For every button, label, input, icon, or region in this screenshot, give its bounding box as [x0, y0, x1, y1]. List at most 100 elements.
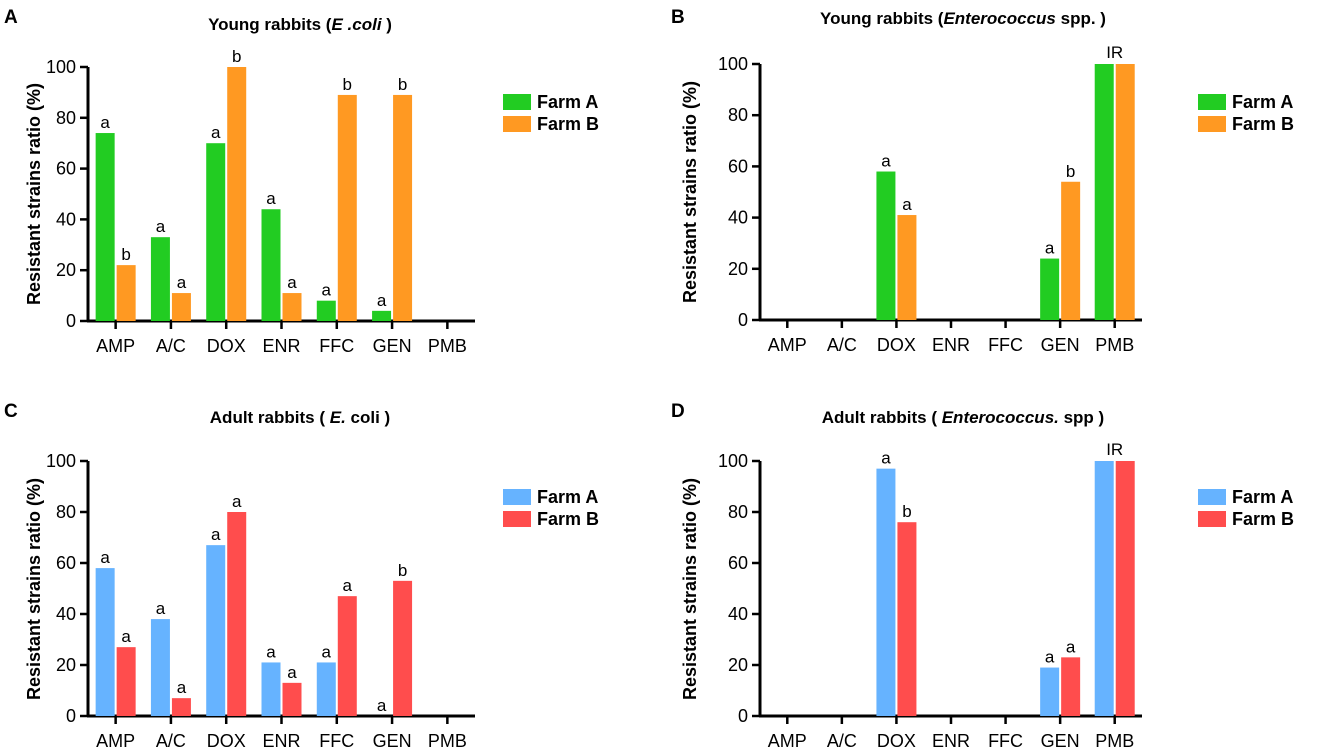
bar-farm-a-gen: [1040, 258, 1060, 320]
significance-label: a: [1045, 648, 1055, 667]
panel-letter: C: [4, 401, 18, 422]
significance-label: a: [287, 273, 297, 292]
legend-label: Farm B: [537, 114, 599, 134]
panel-letter: B: [671, 7, 685, 28]
chart-panel-a: A Young rabbits (E .coli ) Resistant strai…: [4, 7, 599, 356]
bar-farm-a-dox: [876, 468, 896, 716]
y-tick-label: 40: [728, 208, 748, 228]
y-tick-label: 100: [46, 57, 76, 77]
significance-label: a: [266, 642, 276, 661]
significance-label: b: [398, 561, 407, 580]
legend-label: Farm A: [1232, 92, 1293, 112]
significance-label: a: [881, 449, 891, 468]
y-tick-label: 20: [56, 260, 76, 280]
x-tick-label: ENR: [932, 731, 970, 751]
chart-panel-c: C Adult rabbits ( E. coli ) Resistant stra…: [4, 401, 599, 751]
significance-label: a: [156, 599, 166, 618]
bar-farm-a-dox: [206, 143, 226, 321]
y-tick-label: 100: [718, 54, 748, 74]
significance-label: b: [1066, 162, 1075, 181]
y-tick-label: 40: [56, 209, 76, 229]
bar-farm-a-ac: [150, 237, 170, 321]
legend-label: Farm A: [537, 92, 598, 112]
x-tick-label: AMP: [96, 731, 135, 751]
legend-label: Farm A: [1232, 487, 1293, 507]
bar-farm-b-gen: [393, 580, 413, 716]
significance-label: a: [377, 696, 387, 715]
significance-label: b: [232, 47, 241, 66]
y-tick-label: 40: [728, 604, 748, 624]
bar-farm-b-enr: [282, 293, 302, 321]
chart-title: Adult rabbits ( E. coli ): [210, 408, 390, 427]
x-tick-label: A/C: [827, 335, 857, 355]
bar-farm-b-ffc: [337, 596, 357, 716]
bar-farm-a-enr: [261, 662, 281, 716]
bar-farm-a-dox: [876, 171, 896, 320]
significance-label: a: [232, 492, 242, 511]
bar-farm-b-amp: [116, 265, 136, 321]
significance-label: a: [1066, 637, 1076, 656]
significance-label: b: [343, 75, 352, 94]
bar-farm-b-dox: [897, 215, 917, 320]
significance-label: a: [121, 627, 131, 646]
y-tick-label: 0: [66, 706, 76, 726]
bar-farm-a-amp: [95, 568, 115, 716]
x-tick-label: FFC: [319, 336, 354, 356]
legend-swatch: [503, 511, 531, 527]
significance-label: a: [156, 217, 166, 236]
significance-label: a: [902, 195, 912, 214]
legend-label: Farm B: [1232, 509, 1294, 529]
y-tick-label: 80: [728, 105, 748, 125]
chart-title: Young rabbits (E .coli ): [208, 15, 392, 34]
y-tick-label: 80: [56, 108, 76, 128]
x-tick-label: AMP: [768, 731, 807, 751]
chart-panel-d: D Adult rabbits ( Enterococcus. spp ) Resi…: [671, 401, 1294, 751]
y-tick-label: 80: [56, 502, 76, 522]
x-tick-label: PMB: [428, 731, 467, 751]
bar-farm-a-gen: [1040, 667, 1060, 716]
y-tick-label: 40: [56, 604, 76, 624]
chart-title: Young rabbits (Enterococcus spp. ): [820, 9, 1106, 28]
x-tick-label: DOX: [207, 731, 246, 751]
legend-swatch: [1198, 116, 1226, 132]
significance-label: a: [211, 525, 221, 544]
significance-label: a: [100, 548, 110, 567]
bar-farm-b-pmb: [1115, 64, 1135, 320]
x-tick-label: PMB: [428, 336, 467, 356]
significance-label: b: [902, 502, 911, 521]
y-tick-label: 60: [56, 159, 76, 179]
bar-farm-a-enr: [261, 209, 281, 321]
y-axis-label: Resistant strains ratio (%): [680, 478, 700, 700]
bar-farm-b-gen: [1061, 657, 1081, 716]
y-tick-label: 100: [718, 451, 748, 471]
x-tick-label: A/C: [156, 336, 186, 356]
x-tick-label: AMP: [768, 335, 807, 355]
y-axis-label: Resistant strains ratio (%): [24, 83, 44, 305]
panel-letter: A: [4, 7, 18, 28]
y-axis-label: Resistant strains ratio (%): [680, 81, 700, 303]
x-tick-label: AMP: [96, 336, 135, 356]
bar-farm-a-ffc: [316, 300, 336, 321]
group-label: IR: [1106, 43, 1123, 62]
y-tick-label: 80: [728, 502, 748, 522]
x-tick-label: DOX: [877, 731, 916, 751]
significance-label: b: [121, 245, 130, 264]
x-tick-label: FFC: [988, 731, 1023, 751]
chart-title: Adult rabbits ( Enterococcus. spp ): [822, 408, 1104, 427]
bar-farm-b-amp: [116, 647, 136, 716]
group-label: IR: [1106, 440, 1123, 459]
x-tick-label: A/C: [156, 731, 186, 751]
chart-panel-b: B Young rabbits (Enterococcus spp. ) Resis…: [671, 7, 1294, 355]
significance-label: a: [1045, 239, 1055, 258]
x-tick-label: ENR: [262, 336, 300, 356]
x-tick-label: PMB: [1095, 335, 1134, 355]
legend-swatch: [503, 489, 531, 505]
bar-farm-b-pmb: [1115, 461, 1135, 716]
significance-label: b: [398, 75, 407, 94]
legend-swatch: [1198, 511, 1226, 527]
x-tick-label: FFC: [319, 731, 354, 751]
x-tick-label: GEN: [1041, 335, 1080, 355]
legend-label: Farm B: [1232, 114, 1294, 134]
panel-letter: D: [671, 401, 685, 422]
